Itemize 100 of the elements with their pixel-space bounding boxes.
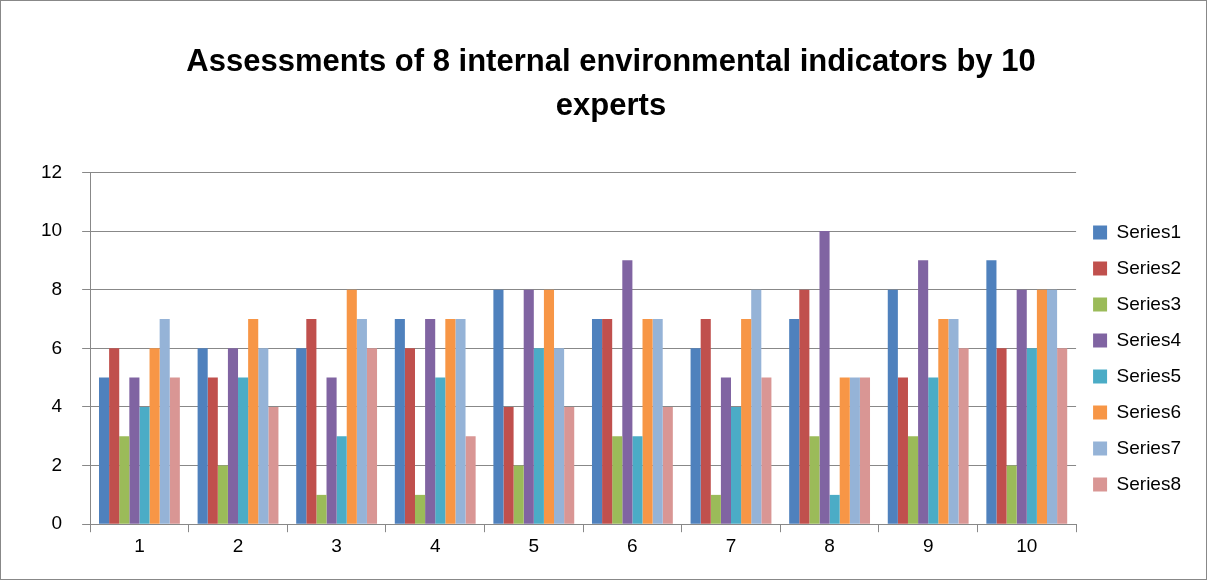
y-tick-label: 4 <box>51 395 63 417</box>
legend-label: Series3 <box>1116 292 1181 314</box>
bar <box>415 494 426 524</box>
bar <box>564 406 575 524</box>
bar <box>336 436 347 524</box>
bar <box>799 289 810 524</box>
bar <box>602 318 613 524</box>
bar <box>751 289 762 524</box>
bar <box>761 377 772 524</box>
bar <box>197 348 208 524</box>
bar <box>839 377 850 524</box>
x-tick-label: 8 <box>824 534 835 556</box>
legend-label: Series5 <box>1116 364 1181 386</box>
x-tick-label: 9 <box>922 534 934 556</box>
legend-label: Series7 <box>1116 436 1181 458</box>
bar <box>829 494 840 524</box>
legend-label: Series1 <box>1116 220 1181 242</box>
bar <box>897 377 908 524</box>
y-tick-label: 10 <box>40 219 63 241</box>
bar <box>622 260 633 524</box>
bar <box>612 436 623 524</box>
bar <box>887 289 898 524</box>
bar <box>149 348 160 524</box>
bar <box>268 406 279 524</box>
bar <box>99 377 110 524</box>
bar <box>1026 348 1037 524</box>
bar <box>207 377 218 524</box>
bar <box>948 318 959 524</box>
bar <box>1046 289 1058 524</box>
y-tick-label: 2 <box>51 453 63 475</box>
bar <box>394 318 405 524</box>
bar <box>907 436 919 524</box>
bar <box>1057 348 1068 524</box>
bar <box>1036 289 1047 524</box>
bar <box>109 348 120 524</box>
x-tick-label: 10 <box>1016 534 1038 556</box>
bar <box>227 348 239 524</box>
bar <box>217 465 228 524</box>
bar <box>652 318 663 524</box>
bar <box>789 318 800 524</box>
bar <box>1016 289 1027 524</box>
bar <box>366 348 378 524</box>
y-tick-label: 6 <box>51 336 63 358</box>
bar <box>493 289 504 524</box>
legend-label: Series2 <box>1116 256 1181 278</box>
bar <box>169 377 180 524</box>
bar <box>455 318 466 524</box>
chart-title: Assessments of 8 internal environmental indicators by 10 experts <box>185 42 1037 124</box>
bar <box>445 318 456 524</box>
bar <box>543 289 555 524</box>
legend-label: Series4 <box>1116 328 1182 350</box>
bar <box>306 318 317 524</box>
legend-label: Series8 <box>1116 472 1181 494</box>
y-tick-label: 8 <box>51 277 63 299</box>
bar <box>159 318 170 524</box>
bar <box>296 348 307 524</box>
bar <box>849 377 860 524</box>
bar <box>1006 465 1017 524</box>
bar <box>248 318 259 524</box>
x-tick-label: 4 <box>429 534 441 556</box>
bar <box>591 318 603 524</box>
bar <box>690 348 701 524</box>
x-tick-label: 3 <box>331 534 342 556</box>
bar <box>465 436 476 524</box>
x-tick-label: 1 <box>134 534 145 556</box>
y-tick-label: 12 <box>40 160 63 182</box>
bar <box>326 377 337 524</box>
y-tick-label: 0 <box>51 512 63 534</box>
bar <box>819 231 830 524</box>
bar <box>119 436 130 524</box>
x-tick-label: 5 <box>528 534 540 556</box>
bar <box>731 406 742 524</box>
bar <box>741 318 752 524</box>
bar <box>928 377 939 524</box>
bar <box>986 260 997 524</box>
legend-label: Series6 <box>1116 400 1181 422</box>
bar <box>809 436 820 524</box>
bar <box>958 348 969 524</box>
bar <box>523 289 534 524</box>
bar <box>720 377 731 524</box>
bar <box>700 318 711 524</box>
bar <box>662 406 673 524</box>
bar <box>996 348 1007 524</box>
x-tick-label: 6 <box>627 534 638 556</box>
bar <box>425 318 436 524</box>
bar <box>435 377 446 524</box>
bar <box>238 377 249 524</box>
bar <box>710 494 721 524</box>
bar <box>938 318 949 524</box>
bar <box>632 436 643 524</box>
bar <box>404 348 415 524</box>
bar <box>859 377 871 524</box>
bar <box>918 260 929 524</box>
x-tick-label: 7 <box>725 534 737 556</box>
bar <box>554 348 565 524</box>
bar <box>346 289 357 524</box>
bar <box>139 406 150 524</box>
bar <box>258 348 269 524</box>
bar <box>316 494 327 524</box>
bar <box>513 465 524 524</box>
